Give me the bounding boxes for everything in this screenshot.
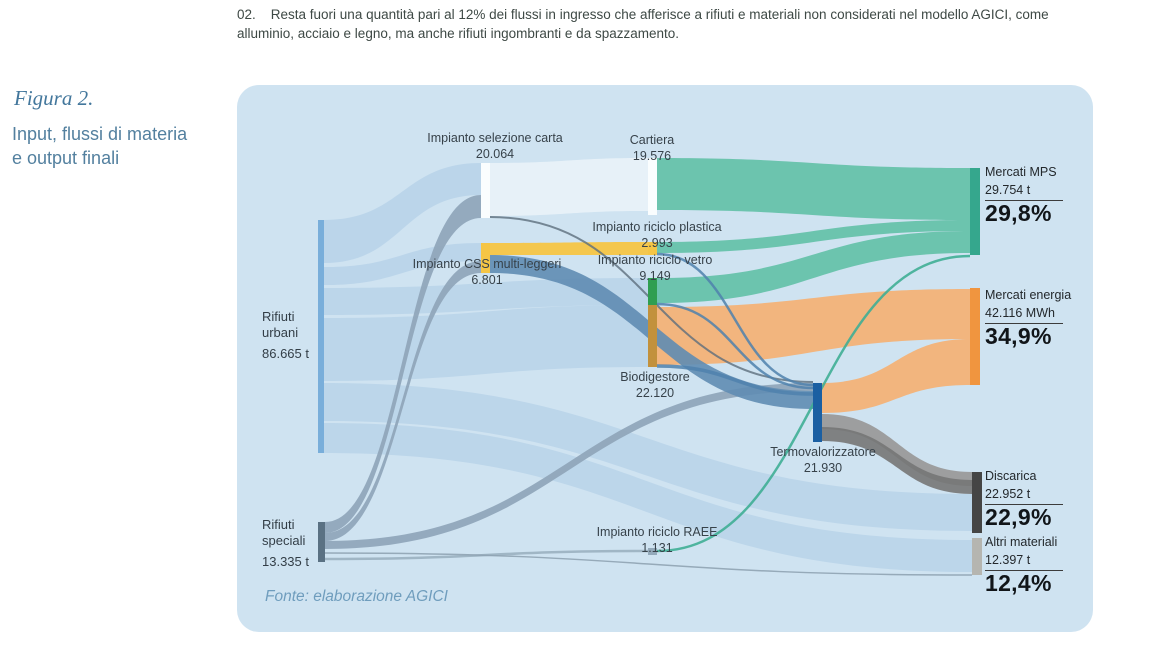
flow-plastica-termo-scarti — [656, 252, 814, 387]
node-label-css-text: 6.801 — [471, 272, 503, 287]
figure-number: Figura 2. — [14, 86, 94, 110]
node-mercati-energia — [970, 288, 980, 385]
node-impianto-riciclo-plastica — [648, 242, 657, 255]
node-label-cartiera-text: 19.576 — [632, 148, 672, 163]
node-label-mercati-energia-value: 42.116 MWh — [985, 306, 1063, 324]
node-label-rifiuti-urbani-text: urbani — [262, 325, 299, 340]
flow-termo-discarica-b — [822, 427, 972, 494]
figure-title-line1: Input, flussi di materia — [12, 124, 188, 144]
node-label-vetro-text: 9.149 — [639, 268, 671, 283]
node-label-cartiera-text: Cartiera — [629, 133, 675, 147]
node-label-cartiera: Cartiera 19.576 — [542, 133, 762, 164]
node-label-rifiuti-speciali-text: 13.335 t — [262, 554, 309, 569]
node-label-rifiuti-speciali: Rifiuti speciali 13.335 t — [262, 517, 309, 570]
node-label-mercati-energia-text: Mercati energia — [985, 288, 1072, 302]
node-cartiera — [648, 158, 657, 215]
node-label-css: Impianto CSS multi-leggeri 6.801 — [377, 257, 597, 288]
node-label-vetro: Impianto riciclo vetro 9.149 — [545, 253, 765, 284]
flow-speciali-altri-materiali — [324, 552, 973, 576]
node-label-raee-text: 1.131 — [641, 540, 673, 555]
node-label-selezione-carta: Impianto selezione carta 20.064 — [385, 131, 605, 162]
flow-urbani-css — [324, 243, 481, 285]
node-label-rifiuti-urbani-text: Rifiuti — [262, 309, 295, 324]
node-biodigestore — [648, 305, 657, 367]
flow-vetro-mps — [657, 231, 970, 303]
node-label-mercati-mps: Mercati MPS 29.754 t 29,8% — [985, 165, 1063, 226]
flow-urbani-discarica — [324, 383, 972, 531]
node-label-mercati-energia-text: 34,9% — [985, 323, 1052, 349]
node-label-altri-materiali-text: Altri materiali — [985, 535, 1058, 549]
node-label-biodigestore-text: Biodigestore — [620, 370, 690, 384]
node-label-raee: Impianto riciclo RAEE 1.131 — [547, 525, 767, 556]
figure-title: Input, flussi di materia e output finali — [12, 122, 187, 170]
node-label-rifiuti-speciali-text: speciali — [262, 533, 306, 548]
node-label-discarica-value: 22.952 t — [985, 487, 1063, 505]
node-label-termovalorizzatore-text: 21.930 — [803, 460, 843, 475]
flow-termo-energia — [822, 339, 970, 413]
flow-urbani-selezione-carta — [324, 163, 481, 263]
flow-vetro-termo-scarti — [656, 302, 814, 390]
node-label-plastica: Impianto riciclo plastica 2.993 — [547, 220, 767, 251]
node-label-css-text: Impianto CSS multi-leggeri — [412, 257, 562, 271]
node-label-altri-materiali: Altri materiali 12.397 t 12,4% — [985, 535, 1063, 596]
node-mercati-mps — [970, 168, 980, 255]
node-discarica — [972, 472, 982, 533]
flow-urbani-vetro — [324, 278, 648, 315]
flow-termo-discarica-a — [822, 414, 972, 486]
node-label-mercati-mps-value: 29.754 t — [985, 183, 1063, 201]
node-impianto-riciclo-raee — [648, 548, 657, 555]
node-label-plastica-text: 2.993 — [641, 235, 673, 250]
sankey-svg — [318, 158, 982, 576]
node-impianto-riciclo-vetro — [648, 278, 657, 305]
node-label-rifiuti-urbani: Rifiuti urbani 86.665 t — [262, 309, 309, 362]
caption-paragraph: 02. Resta fuori una quantità pari al 12%… — [237, 7, 1049, 41]
node-label-discarica-text: Discarica — [985, 469, 1037, 483]
node-impianto-selezione-carta — [481, 163, 490, 218]
node-label-selezione-carta-text: Impianto selezione carta — [427, 131, 563, 145]
figure-panel: Impianto selezione carta 20.064 Cartiera 19… — [237, 85, 1093, 632]
node-label-altri-materiali-value: 12.397 t — [985, 553, 1063, 571]
flow-cartiera-mps — [657, 158, 970, 220]
node-label-selezione-carta-text: 20.064 — [475, 146, 515, 161]
node-label-biodigestore-text: 22.120 — [635, 385, 675, 400]
source-note: Fonte: elaborazione AGICI — [265, 588, 448, 605]
node-label-termovalorizzatore-text: Termovalorizzatore — [770, 445, 876, 459]
flow-speciali-selezione-carta — [325, 195, 481, 533]
node-label-rifiuti-urbani-text: 86.665 t — [262, 346, 309, 361]
node-label-vetro-text: Impianto riciclo vetro — [597, 253, 713, 267]
node-label-mercati-mps-text: 29,8% — [985, 200, 1052, 226]
flow-urbani-altri-materiali — [324, 423, 972, 572]
node-label-discarica: Discarica 22.952 t 22,9% — [985, 469, 1063, 530]
node-label-rifiuti-speciali-text: Rifiuti — [262, 517, 295, 532]
node-termovalorizzatore — [813, 383, 822, 442]
node-altri-materiali — [972, 538, 982, 575]
node-label-discarica-text: 22,9% — [985, 504, 1052, 530]
flow-css-plastica — [490, 242, 648, 255]
flow-plastica-mps — [657, 220, 970, 253]
flow-biodigestore-termo-scarti — [656, 364, 814, 396]
node-label-biodigestore: Biodigestore 22.120 — [545, 370, 765, 401]
node-label-mercati-energia: Mercati energia 42.116 MWh 34,9% — [985, 288, 1072, 349]
node-label-raee-text: Impianto riciclo RAEE — [596, 525, 718, 539]
node-rifiuti-urbani — [318, 220, 324, 453]
flow-selezione-carta-cartiera — [490, 158, 648, 216]
node-label-plastica-text: Impianto riciclo plastica — [592, 220, 722, 234]
node-impianto-css-multi-leggeri — [481, 243, 490, 273]
node-label-mercati-mps-text: Mercati MPS — [985, 165, 1057, 179]
flow-speciali-termo — [325, 383, 813, 549]
figure-title-line2: e output finali — [12, 148, 120, 168]
node-rifiuti-speciali — [318, 522, 325, 562]
node-label-termovalorizzatore: Termovalorizzatore 21.930 — [713, 445, 933, 476]
sankey-labels: Impianto selezione carta 20.064 Cartiera 19… — [237, 85, 1093, 632]
node-label-altri-materiali-text: 12,4% — [985, 570, 1052, 596]
flow-speciali-css — [325, 261, 481, 541]
